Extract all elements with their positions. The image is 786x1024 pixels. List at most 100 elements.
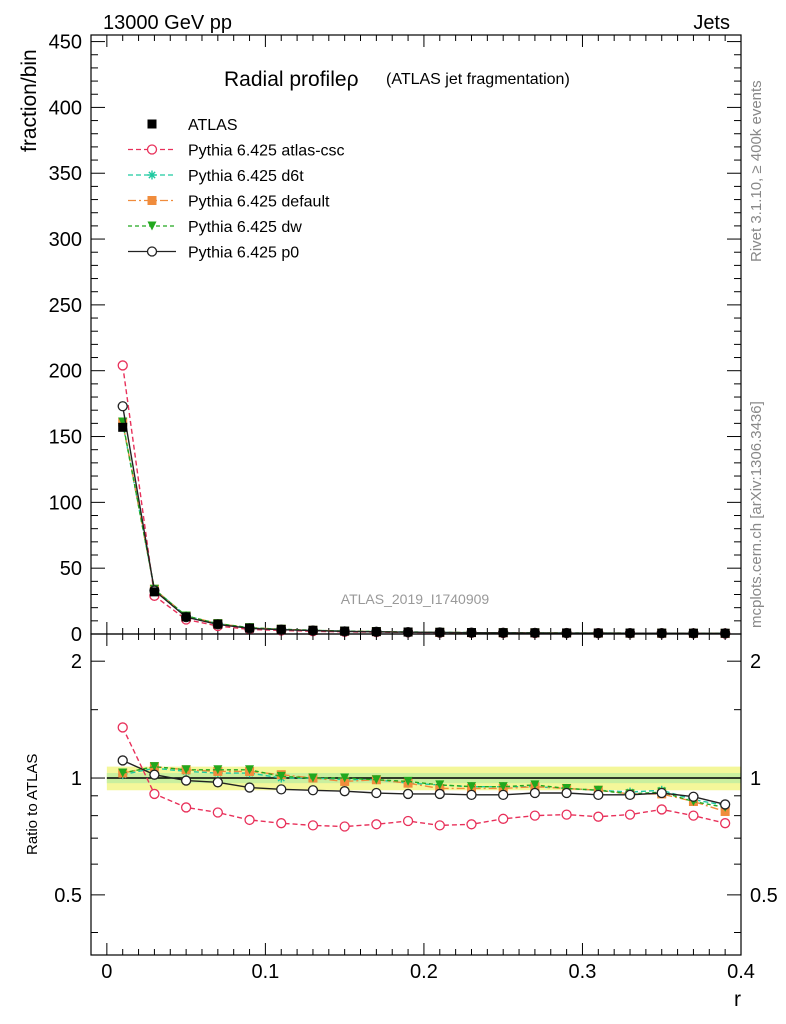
ratio-point-pythia-6-425-atlas-csc <box>276 818 287 829</box>
point-atlas <box>118 422 128 432</box>
point-atlas <box>213 619 223 629</box>
ratio-point-pythia-6-425-p0 <box>561 787 572 799</box>
ratio-point-pythia-6-425-atlas-csc <box>117 722 128 733</box>
ratio-panel: 0 0.1 0.2 0.3 0.4 0.5 0.5 1 1 2 2 <box>54 633 778 983</box>
ratio-axis-label: Ratio to ATLAS <box>24 754 41 855</box>
ratio-point-pythia-6-425-dw <box>530 780 540 790</box>
legend-entry: Pythia 6.425 atlas-csc <box>188 143 345 160</box>
ratio-point-pythia-6-425-atlas-csc <box>307 820 319 831</box>
ratio-point-pythia-6-425-dw <box>466 782 476 792</box>
mcplots-label: mcplots.cern.ch [arXiv:1306.3436] <box>748 401 765 628</box>
y-axis-label: fraction/bin <box>18 49 41 152</box>
ratio-point-pythia-6-425-p0 <box>593 789 604 801</box>
ratio-point-pythia-6-425-p0 <box>719 799 731 810</box>
y-tick-label: 350 <box>49 163 82 185</box>
ratio-tick-label-right: 0.5 <box>750 885 778 907</box>
point-atlas <box>276 624 286 634</box>
y-tick-label: 0 <box>71 624 82 646</box>
legend-entry: Pythia 6.425 default <box>188 194 330 211</box>
legend: ATLAS Pythia 6.425 atlas-csc Pythia 6.425 … <box>128 117 345 262</box>
chart-title-suffix: (ATLAS jet fragmentation) <box>386 71 570 88</box>
y-tick-label: 250 <box>49 295 82 317</box>
y-tick-label: 400 <box>49 97 82 119</box>
point-atlas <box>181 612 191 622</box>
ratio-point-pythia-6-425-atlas-csc <box>434 820 445 831</box>
point-atlas <box>466 628 476 638</box>
main-panel: 0 50 100 150 200 250 300 350 400 450 <box>49 32 742 646</box>
ratio-point-pythia-6-425-dw <box>118 768 128 778</box>
legend-entry: ATLAS <box>188 117 238 134</box>
ratio-tick-label-right: 2 <box>750 651 761 673</box>
legend-entry: Pythia 6.425 dw <box>188 219 302 236</box>
ratio-point-pythia-6-425-dw <box>371 775 381 785</box>
ratio-line-pythia-6-425-atlas-csc <box>122 727 726 828</box>
ratio-point-pythia-6-425-atlas-csc <box>244 814 255 826</box>
legend-marker <box>146 246 158 257</box>
ratio-point-pythia-6-425-p0 <box>434 788 445 800</box>
ratio-point-pythia-6-425-atlas-csc <box>593 811 604 822</box>
ratio-tick-label: 1 <box>71 768 82 790</box>
legend-marker <box>147 119 157 129</box>
y-tick-label: 200 <box>49 361 82 383</box>
ratio-point-pythia-6-425-atlas-csc <box>149 788 160 800</box>
ratio-point-pythia-6-425-atlas-csc <box>339 821 350 832</box>
ratio-point-pythia-6-425-dw <box>181 765 191 775</box>
point-atlas <box>530 628 540 638</box>
point-atlas <box>498 628 508 638</box>
series-line-pythia-6-425-p0 <box>122 406 726 635</box>
ratio-point-pythia-6-425-atlas-csc <box>371 819 382 830</box>
chart-title: Radial profileρ <box>224 68 359 91</box>
ratio-point-pythia-6-425-p0 <box>212 777 223 788</box>
point-atlas <box>435 627 445 637</box>
ratio-point-pythia-6-425-p0 <box>656 787 667 799</box>
legend-marker <box>147 221 157 231</box>
legend-marker <box>146 144 158 155</box>
ratio-point-pythia-6-425-atlas-csc <box>212 807 223 818</box>
ratio-point-pythia-6-425-atlas-csc <box>529 810 541 821</box>
point-atlas <box>593 628 603 638</box>
point-atlas <box>688 628 698 638</box>
x-tick-label: 0.2 <box>410 961 438 983</box>
ratio-point-pythia-6-425-p0 <box>149 769 160 780</box>
ratio-point-pythia-6-425-p0 <box>498 789 509 801</box>
ratio-point-pythia-6-425-dw <box>403 776 413 786</box>
ratio-point-pythia-6-425-dw <box>245 765 255 775</box>
legend-marker <box>147 196 157 205</box>
ratio-point-pythia-6-425-dw <box>276 771 286 781</box>
analysis-label: ATLAS_2019_I1740909 <box>341 591 490 607</box>
point-atlas <box>245 623 255 633</box>
y-tick-label: 300 <box>49 229 82 251</box>
ratio-point-pythia-6-425-p0 <box>180 775 192 786</box>
legend-entry: Pythia 6.425 d6t <box>188 168 304 185</box>
point-atlas <box>625 628 635 638</box>
point-atlas <box>720 628 730 638</box>
x-tick-label: 0 <box>101 961 112 983</box>
point-atlas <box>403 627 413 637</box>
ratio-tick-label: 2 <box>71 651 82 673</box>
point-atlas <box>308 625 318 635</box>
ratio-point-pythia-6-425-atlas-csc <box>656 804 667 815</box>
ratio-point-pythia-6-425-dw <box>340 773 350 783</box>
x-tick-label: 0.1 <box>251 961 279 983</box>
ratio-point-pythia-6-425-atlas-csc <box>498 813 509 824</box>
ratio-tick-label: 0.5 <box>54 885 82 907</box>
ratio-point-pythia-6-425-p0 <box>307 785 319 796</box>
ratio-point-pythia-6-425-p0 <box>276 784 287 795</box>
x-tick-label: 0.4 <box>727 961 755 983</box>
ratio-line-pythia-6-425-dw <box>122 765 726 809</box>
legend-entry: Pythia 6.425 p0 <box>188 245 299 262</box>
ratio-point-pythia-6-425-atlas-csc <box>624 809 636 820</box>
point-atlas <box>340 626 350 636</box>
ratio-point-pythia-6-425-p0 <box>339 786 350 797</box>
legend-marker <box>147 170 157 180</box>
header-right: Jets <box>693 12 730 34</box>
point-pythia-6-425-p0 <box>117 401 128 412</box>
header-left: 13000 GeV pp <box>103 12 232 34</box>
ratio-point-pythia-6-425-atlas-csc <box>466 819 477 830</box>
ratio-point-pythia-6-425-dw <box>213 765 223 775</box>
ratio-point-pythia-6-425-atlas-csc <box>561 809 572 820</box>
ratio-point-pythia-6-425-dw <box>498 782 508 792</box>
ratio-point-pythia-6-425-p0 <box>529 787 541 799</box>
point-atlas <box>562 628 572 638</box>
